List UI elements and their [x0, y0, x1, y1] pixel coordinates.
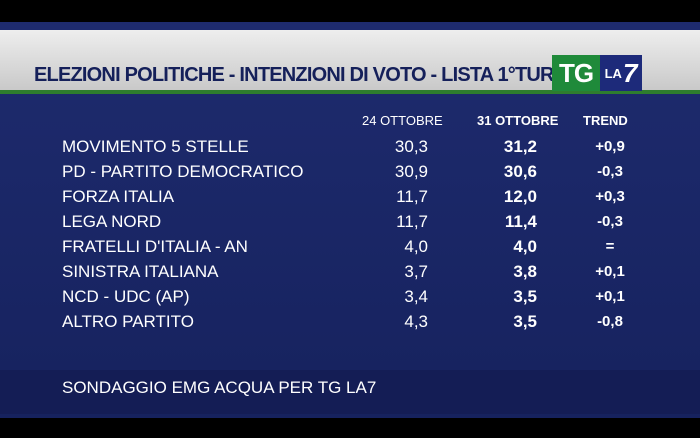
- table-row: FRATELLI D'ITALIA - AN 4,0 4,0 =: [0, 234, 700, 259]
- logo-la: LA: [604, 65, 622, 81]
- logo-seven: 7: [622, 57, 638, 88]
- party-name: SINISTRA ITALIANA: [62, 262, 219, 281]
- logo-la7: LA 7: [600, 55, 642, 91]
- table-row: SINISTRA ITALIANA 3,7 3,8 +0,1: [0, 259, 700, 284]
- poll-table: MOVIMENTO 5 STELLE 30,3 31,2 +0,9 PD - P…: [0, 134, 700, 334]
- party-name: FRATELLI D'ITALIA - AN: [62, 237, 248, 256]
- value-date1: 4,3: [404, 312, 428, 331]
- column-header-date1: 24 OTTOBRE: [362, 113, 443, 128]
- value-date1: 3,4: [404, 287, 428, 306]
- value-date2: 31,2: [503, 137, 537, 156]
- value-date1: 3,7: [404, 262, 428, 281]
- party-name: PD - PARTITO DEMOCRATICO: [62, 162, 304, 181]
- value-date2: 4,0: [513, 237, 537, 256]
- value-date2: 12,0: [503, 187, 537, 206]
- column-header-date2: 31 OTTOBRE: [477, 113, 559, 128]
- trend-value: +0,9: [595, 138, 625, 155]
- tg-la7-logo: TG LA 7: [552, 55, 642, 91]
- page-title: ELEZIONI POLITICHE - INTENZIONI DI VOTO …: [34, 64, 583, 86]
- trend-value: +0,1: [595, 288, 625, 305]
- value-date2: 3,5: [513, 287, 537, 306]
- party-name: NCD - UDC (AP): [62, 287, 190, 306]
- table-row: MOVIMENTO 5 STELLE 30,3 31,2 +0,9: [0, 134, 700, 159]
- party-name: MOVIMENTO 5 STELLE: [62, 137, 249, 156]
- source-caption: SONDAGGIO EMG ACQUA PER TG LA7: [62, 378, 377, 397]
- table-row: NCD - UDC (AP) 3,4 3,5 +0,1: [0, 284, 700, 309]
- value-date2: 30,6: [503, 162, 537, 181]
- trend-value: =: [605, 238, 615, 255]
- trend-value: +0,1: [595, 263, 625, 280]
- trend-value: +0,3: [595, 188, 625, 205]
- value-date2: 3,8: [513, 262, 537, 281]
- column-header-trend: TREND: [583, 113, 628, 128]
- table-row: ALTRO PARTITO 4,3 3,5 -0,8: [0, 309, 700, 334]
- value-date1: 11,7: [396, 212, 428, 231]
- party-name: LEGA NORD: [62, 212, 162, 231]
- party-name: ALTRO PARTITO: [62, 312, 194, 331]
- trend-value: -0,3: [597, 213, 623, 230]
- table-row: FORZA ITALIA 11,7 12,0 +0,3: [0, 184, 700, 209]
- value-date1: 30,3: [394, 137, 428, 156]
- value-date1: 4,0: [404, 237, 428, 256]
- value-date1: 11,7: [396, 187, 428, 206]
- table-row: LEGA NORD 11,7 11,4 -0,3: [0, 209, 700, 234]
- trend-value: -0,3: [597, 163, 623, 180]
- table-row: PD - PARTITO DEMOCRATICO 30,9 30,6 -0,3: [0, 159, 700, 184]
- logo-tg: TG: [552, 55, 600, 91]
- value-date2: 3,5: [513, 312, 537, 331]
- trend-value: -0,8: [597, 313, 623, 330]
- party-name: FORZA ITALIA: [62, 187, 175, 206]
- footer-band: [0, 370, 700, 414]
- value-date1: 30,9: [394, 162, 428, 181]
- value-date2: 11,4: [504, 212, 537, 231]
